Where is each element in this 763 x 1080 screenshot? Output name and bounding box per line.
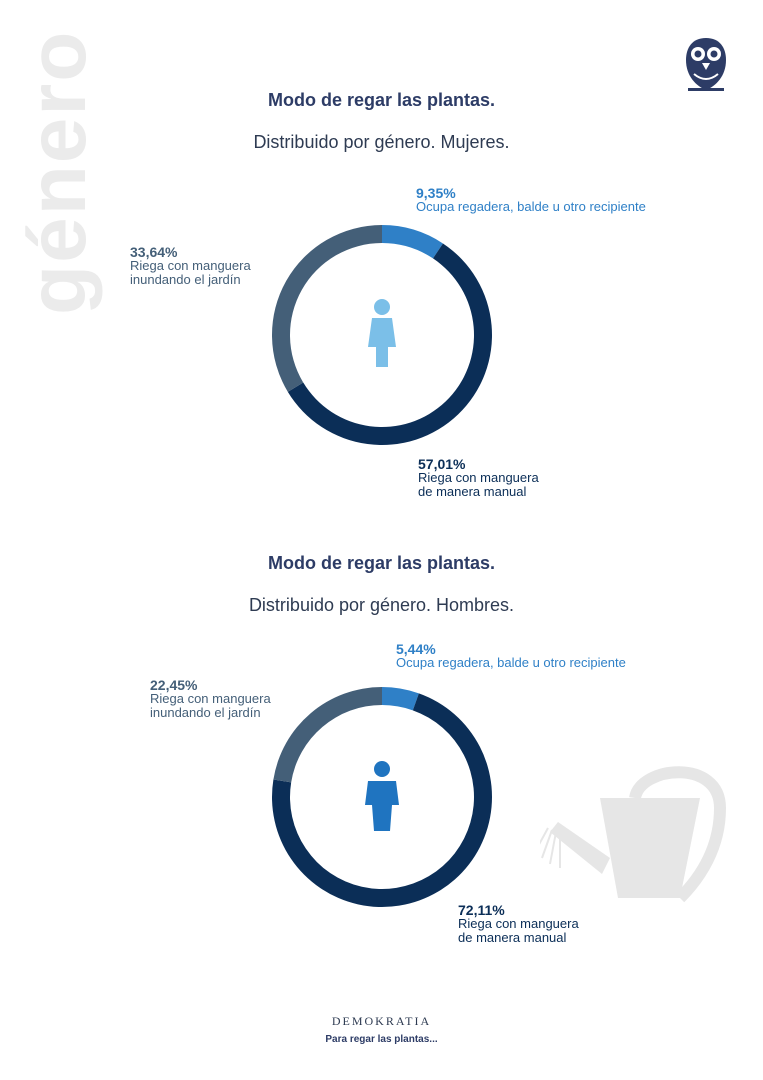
chart-2-label-regadera: 5,44% Ocupa regadera, balde u otro recip… [396, 642, 686, 670]
chart-1-title: Modo de regar las plantas. [267, 90, 496, 110]
watering-can-icon [540, 766, 727, 903]
chart-1-value-inundando: 33,64% [130, 244, 178, 260]
donut-chart-men [272, 687, 492, 907]
chart-2-text-inundando: Riega con manguera inundando el jardín [150, 691, 271, 720]
chart-2-text-regadera: Ocupa regadera, balde u otro recipiente [396, 655, 626, 670]
chart-1-subtitle: Distribuido por género. Mujeres. [253, 132, 510, 152]
chart-1-label-manual: 57,01% Riega con manguera de manera manu… [418, 457, 548, 499]
donut-slice-inundando [271, 225, 382, 392]
chart-1-text-regadera: Ocupa regadera, balde u otro recipiente [416, 199, 646, 214]
female-figure-icon [368, 299, 396, 367]
footer-caption: Para regar las plantas... [325, 1034, 438, 1045]
male-figure-icon [365, 761, 399, 831]
chart-1-text-manual: Riega con manguera de manera manual [418, 470, 539, 499]
chart-1-label-regadera: 9,35% Ocupa regadera, balde u otro recip… [416, 186, 706, 214]
donut-slice-inundando [273, 687, 382, 783]
owl-logo-icon [686, 38, 726, 91]
chart-2-label-manual: 72,11% Riega con manguera de manera manu… [458, 903, 588, 945]
donut-slice-regadera [382, 225, 443, 259]
donut-slice-regadera [382, 687, 419, 711]
chart-2-label-inundando: 22,45% Riega con manguera inundando el j… [150, 678, 300, 720]
chart-2-title: Modo de regar las plantas. [267, 553, 496, 573]
chart-1-value-regadera: 9,35% [416, 185, 456, 201]
chart-2-value-inundando: 22,45% [150, 677, 198, 693]
chart-2-value-regadera: 5,44% [396, 641, 436, 657]
chart-1-text-inundando: Riega con manguera inundando el jardín [130, 258, 251, 287]
brand-wordmark: DEMOKRATIA [331, 1014, 432, 1028]
chart-2-value-manual: 72,11% [458, 902, 505, 918]
chart-2-subtitle: Distribuido por género. Hombres. [248, 595, 515, 615]
chart-2-text-manual: Riega con manguera de manera manual [458, 916, 579, 945]
chart-1-label-inundando: 33,64% Riega con manguera inundando el j… [130, 245, 280, 287]
donut-chart-women [271, 225, 492, 445]
chart-1-value-manual: 57,01% [418, 456, 466, 472]
